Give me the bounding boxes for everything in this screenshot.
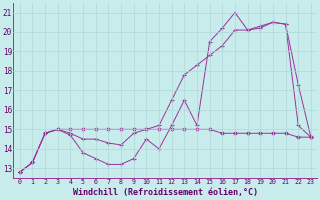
X-axis label: Windchill (Refroidissement éolien,°C): Windchill (Refroidissement éolien,°C) — [73, 188, 258, 197]
